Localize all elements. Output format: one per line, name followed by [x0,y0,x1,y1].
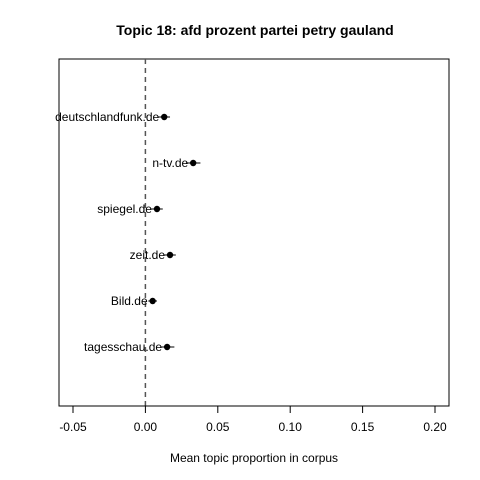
point-row: zeit.de [130,248,176,262]
x-tick-label: 0.05 [206,420,230,434]
x-tick-label: 0.00 [134,420,158,434]
point-label: deutschlandfunk.de [55,110,159,124]
x-tick-label: 0.10 [279,420,303,434]
point-label: n-tv.de [152,156,188,170]
point-row: spiegel.de [97,202,163,216]
x-axis: -0.05 0.00 0.05 0.10 0.15 0.20 [59,405,447,434]
point-estimate [161,113,168,121]
point-row: Bild.de [111,294,157,308]
x-tick-label: 0.20 [423,420,447,434]
x-axis-label: Mean topic proportion in corpus [170,451,338,465]
point-estimate [163,343,171,351]
point-label: Bild.de [111,294,148,308]
point-label: tagesschau.de [84,340,162,354]
point-estimate [149,297,156,305]
points-layer: deutschlandfunk.de n-tv.de spiegel.de zeit.… [55,110,201,354]
point-row: tagesschau.de [84,340,175,354]
point-row: deutschlandfunk.de [55,110,171,124]
point-row: n-tv.de [152,156,201,170]
point-label: zeit.de [130,248,166,262]
x-tick-label: 0.15 [351,420,375,434]
point-estimate [153,205,161,213]
chart-title: Topic 18: afd prozent partei petry gaula… [116,22,393,38]
point-estimate [166,251,174,259]
x-tick-label: -0.05 [59,420,87,434]
point-label: spiegel.de [97,202,152,216]
point-estimate [189,159,197,167]
